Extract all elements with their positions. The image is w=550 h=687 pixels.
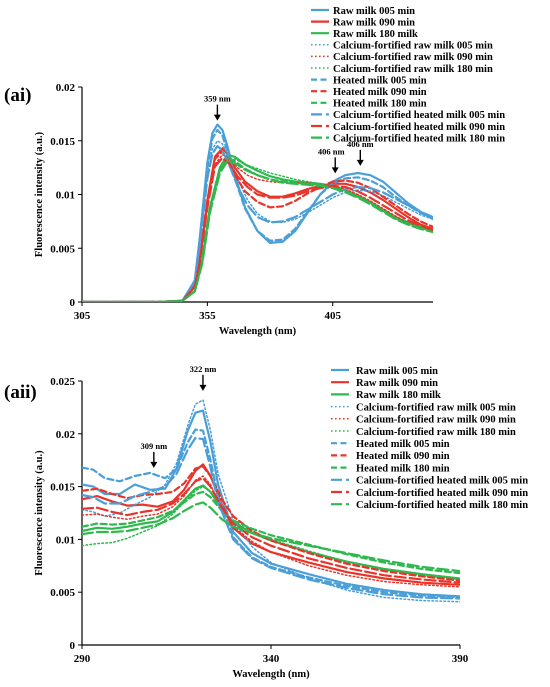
series-line-5	[82, 153, 433, 302]
series-line-6	[82, 485, 460, 581]
series-line-7	[82, 128, 433, 302]
x-tick-label: 340	[263, 653, 280, 665]
x-tick-label: 305	[74, 310, 91, 322]
x-tick-label: 405	[324, 310, 341, 322]
legend-label: Calcium-fortified heated milk 090 min	[333, 122, 505, 133]
y-tick-label: 0	[70, 640, 76, 652]
legend-label: Raw milk 180 milk	[333, 29, 418, 40]
annotation-arrow-head	[356, 159, 364, 166]
x-tick-label: 390	[452, 653, 469, 665]
x-tick-label: 355	[199, 310, 216, 322]
legend-label: Heated milk 090 min	[356, 451, 450, 462]
y-tick-label: 0.01	[56, 534, 75, 546]
y-tick-label: 0.01	[56, 190, 75, 202]
series-line-4	[82, 140, 433, 302]
peak-annotation: 406 nm	[318, 146, 345, 174]
annotation-label: 406 nm	[347, 139, 374, 149]
legend-label: Calcium-fortified raw milk 090 min	[356, 415, 516, 426]
legend-label: Calcium-fortified raw milk 180 min	[333, 64, 493, 75]
legend-label: Calcium-fortified raw milk 180 min	[356, 427, 516, 438]
y-tick-label: 0.015	[50, 136, 75, 148]
chart-panel-ai: 0 0.005 0.01 0.015 0.02 305 355 405 Wavelength (…	[4, 6, 505, 337]
legend-label: Calcium-fortified raw milk 090 min	[333, 52, 493, 63]
legend-label: Heated milk 090 min	[333, 87, 427, 98]
series-line-7	[82, 428, 460, 599]
legend-label: Calcium-fortified heated milk 180 min	[333, 133, 505, 144]
series-line-3	[82, 153, 433, 302]
legend-label: Calcium-fortified heated milk 005 min	[333, 110, 505, 121]
legend-label: Heated milk 005 min	[333, 75, 427, 86]
legend-label: Heated milk 005 min	[356, 439, 450, 450]
y-tick-label: 0.015	[50, 482, 75, 494]
annotation-arrow-head	[331, 167, 339, 174]
series-line-12	[82, 501, 460, 573]
legend-label: Raw milk 090 min	[356, 378, 438, 389]
peak-annotation: 309 nm	[140, 441, 167, 468]
series-line-10	[82, 145, 433, 302]
series-line-11	[82, 477, 460, 584]
annotation-label: 322 nm	[190, 364, 217, 374]
y-tick-label: 0.02	[56, 82, 76, 94]
series-line-10	[82, 436, 460, 600]
annotation-arrow-head	[199, 384, 207, 391]
annotation-label: 406 nm	[318, 146, 345, 156]
legend-label: Heated milk 180 min	[333, 99, 427, 110]
y-tick-label: 0	[70, 297, 76, 309]
series-line-4	[82, 399, 460, 603]
y-tick-label: 0.02	[56, 429, 76, 441]
peak-annotation: 359 nm	[204, 94, 231, 121]
legend-label: Raw milk 005 min	[333, 6, 415, 17]
series-line-1	[82, 409, 460, 598]
x-axis-label: Wavelength (nm)	[232, 669, 310, 680]
legend-label: Raw milk 005 min	[356, 366, 438, 377]
y-tick-label: 0.025	[50, 376, 75, 388]
legend-label: Heated milk 180 min	[356, 463, 450, 474]
chart-panel-aii: 0 0.005 0.01 0.015 0.02 0.025 290 340 390 Wavelen…	[4, 364, 528, 680]
y-tick-label: 0.005	[50, 587, 75, 599]
series-line-11	[82, 156, 433, 302]
legend-label: Calcium-fortified heated milk 005 min	[356, 476, 528, 487]
y-axis-label: Fluorescence intensity (a.u.)	[34, 450, 45, 576]
x-tick-label: 290	[74, 653, 91, 665]
y-axis-label: Fluorescence intensity (a.u.)	[34, 131, 45, 257]
legend-label: Calcium-fortified heated milk 180 min	[356, 500, 528, 511]
panel-label: (aii)	[4, 382, 37, 403]
legend-label: Calcium-fortified raw milk 005 min	[356, 402, 516, 413]
legend-label: Raw milk 090 min	[333, 17, 415, 28]
annotation-arrow-head	[213, 114, 221, 121]
panel-label: (ai)	[4, 85, 31, 106]
annotation-label: 359 nm	[204, 94, 231, 104]
legend-label: Calcium-fortified raw milk 005 min	[333, 41, 493, 52]
legend-label: Calcium-fortified heated milk 090 min	[356, 488, 528, 499]
peak-annotation: 322 nm	[190, 364, 217, 391]
legend-label: Raw milk 180 milk	[356, 390, 441, 401]
annotation-label: 309 nm	[140, 441, 167, 451]
series-line-6	[82, 158, 433, 302]
series-line-9	[82, 490, 460, 575]
x-axis-label: Wavelength (nm)	[219, 326, 297, 337]
series-line-12	[82, 160, 433, 302]
peak-annotation: 406 nm	[347, 139, 374, 166]
series-line-5	[82, 475, 460, 588]
series-line-1	[82, 123, 433, 302]
annotation-arrow-head	[150, 461, 158, 468]
y-tick-label: 0.005	[50, 243, 75, 255]
